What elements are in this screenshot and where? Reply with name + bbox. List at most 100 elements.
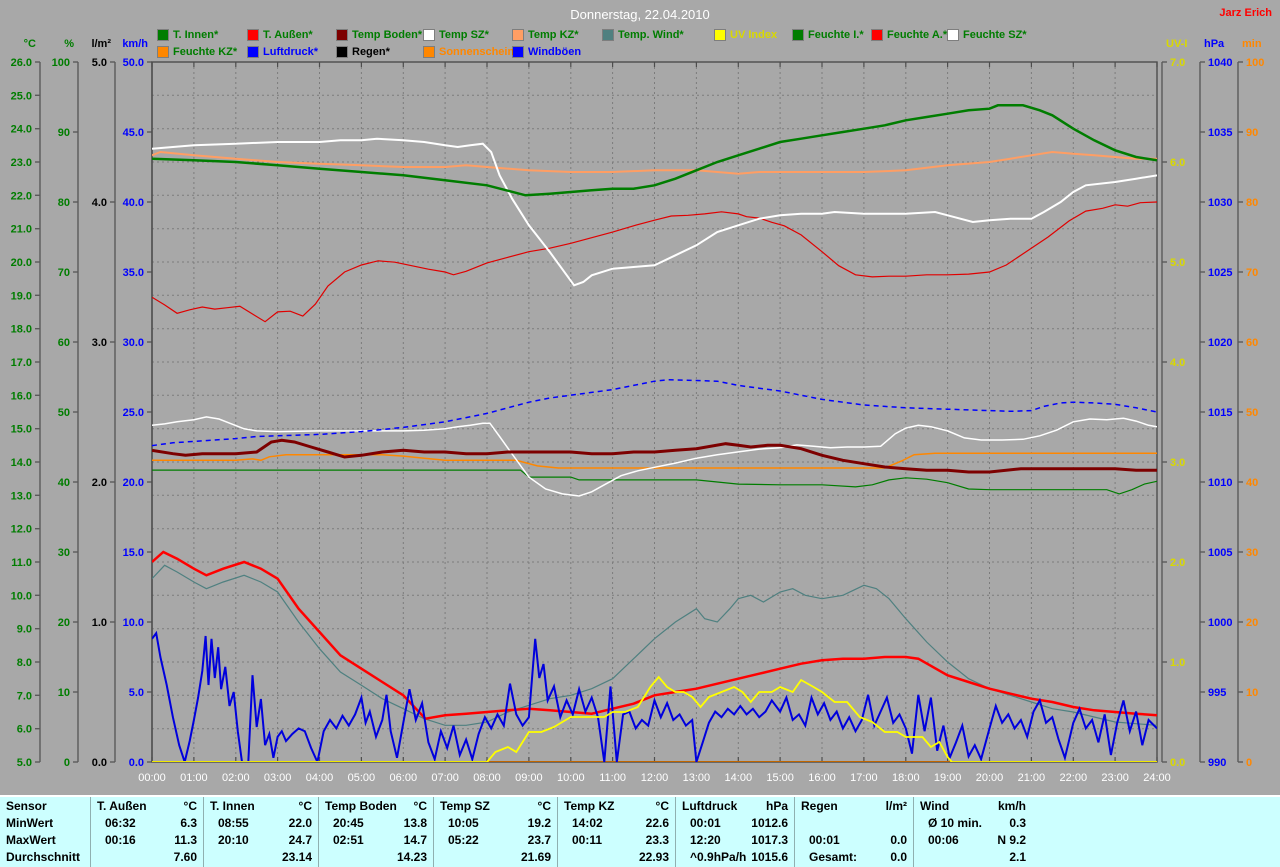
svg-text:30.0: 30.0 [123,337,144,349]
legend-label: Luftdruck* [263,46,318,58]
axis-temp_c: 26.0 25.0 24.0 23.0 22.0 21.0 20.0 19.0 18.0 17.0… [11,57,41,769]
stat-value: 22.0 [288,816,312,830]
svg-text:20.0: 20.0 [11,257,32,269]
svg-text:1000: 1000 [1208,617,1232,629]
svg-text:995: 995 [1208,687,1226,699]
series-feuchte-sz [152,416,1157,497]
stat-value: 19.2 [527,816,551,830]
column-header: Regen l/m² [801,798,907,815]
svg-text:09:00: 09:00 [515,772,543,784]
row-label: MaxWert [6,833,56,847]
legend-label: Feuchte A.* [887,29,948,41]
stat-value: 1012.6 [751,816,788,830]
stat-time [920,849,928,866]
svg-text:0: 0 [64,757,70,769]
svg-text:35.0: 35.0 [123,267,144,279]
svg-text:80: 80 [58,197,70,209]
stat-value: 7.60 [173,850,197,864]
legend-item-t-innen-: T. Innen* [157,29,218,41]
svg-text:15:00: 15:00 [766,772,794,784]
stat-value: 13.8 [403,816,427,830]
table-cell-row: 2.1 [920,849,1026,866]
table-cell-row: Gesamt: 0.0 [801,849,907,866]
column-header: Wind km/h [920,798,1026,815]
axis-wind: 50.0 45.0 40.0 35.0 30.0 25.0 20.0 15.0 10.0 5.0 0… [123,57,153,769]
sensor-unit: °C [183,799,197,813]
axis-unit-hpa: hPa [1204,38,1225,50]
svg-text:0: 0 [1246,757,1252,769]
svg-text:21.0: 21.0 [11,224,32,236]
legend-item-uv-index: UV Index [714,29,778,41]
stat-value: 24.7 [288,833,312,847]
series-temp-sz [152,137,1157,287]
station-name: Jarz Erich [1219,7,1272,19]
series-feuchte-a- [152,201,1157,323]
stat-value: 23.3 [645,833,669,847]
legend-label: Temp KZ* [528,29,579,41]
series-luftdruck [152,379,1157,447]
sensor-name: Temp Boden [325,799,397,813]
svg-text:13.0: 13.0 [11,490,32,502]
svg-text:1015: 1015 [1208,407,1232,419]
table-cell-row: 20:10 24.7 [210,832,312,849]
svg-text:990: 990 [1208,757,1226,769]
stat-time [564,849,572,866]
stat-time: 10:05 [448,816,479,830]
legend-item-t-au-en-: T. Außen* [247,29,313,41]
legend-item-feuchte-i-: Feuchte I.* [792,29,864,41]
legend-item-temp-wind-: Temp. Wind* [602,29,684,41]
legend-label: UV Index [730,29,778,41]
sensor-name: Temp SZ [440,799,490,813]
sensor-unit: °C [655,799,669,813]
axis-uv: 7.0 6.0 5.0 4.0 3.0 2.0 1.0 0.0 [1161,57,1185,769]
stat-value: 14.7 [403,833,427,847]
svg-text:12.0: 12.0 [11,524,32,536]
sensor-name: T. Innen [210,799,255,813]
svg-text:6.0: 6.0 [1170,157,1185,169]
svg-text:20.0: 20.0 [123,477,144,489]
legend-item-regen-: Regen* [336,46,390,58]
table-cell-row [801,815,907,832]
stat-time: 00:16 [105,833,136,847]
svg-text:22:00: 22:00 [1060,772,1088,784]
svg-text:11:00: 11:00 [599,772,626,784]
axis-rain: 5.0 4.0 3.0 2.0 1.0 0.0 [92,57,116,769]
series-windb-en [152,630,1157,762]
x-axis: 00:00 01:00 02:00 03:00 04:00 05:00 06:00 07:00… [138,62,1171,784]
legend-swatch [947,29,959,41]
stat-value: 1017.3 [751,833,788,847]
legend-swatch [247,46,259,58]
svg-text:0.0: 0.0 [1170,757,1185,769]
legend-swatch [792,29,804,41]
series-group [152,104,1157,762]
stat-time: 00:01 [809,833,840,847]
svg-text:10.0: 10.0 [123,617,144,629]
stat-time [210,849,218,866]
table-cell-row: 00:16 11.3 [97,832,197,849]
svg-text:3.0: 3.0 [92,337,107,349]
svg-text:2.0: 2.0 [1170,557,1185,569]
svg-text:2.0: 2.0 [92,477,107,489]
series-temp-wind [152,564,1157,726]
series-temp-kz [152,150,1157,175]
series-feuchte-i- [152,469,1157,495]
table-cell-row: 00:01 0.0 [801,832,907,849]
svg-text:70: 70 [1246,267,1258,279]
stat-value: 0.3 [1009,816,1026,830]
svg-text:6.0: 6.0 [17,724,32,736]
svg-text:16.0: 16.0 [11,390,32,402]
svg-text:01:00: 01:00 [180,772,208,784]
svg-text:5.0: 5.0 [1170,257,1185,269]
stat-time: Ø 10 min. [928,816,983,830]
svg-text:12:00: 12:00 [641,772,669,784]
table-row-labels: Sensor MinWert MaxWert Durchschnitt [0,797,90,867]
legend-label: T. Außen* [263,29,313,41]
legend-label: Temp. Wind* [618,29,684,41]
legend-swatch [336,29,348,41]
svg-text:16:00: 16:00 [808,772,836,784]
table-cell-row: 02:51 14.7 [325,832,427,849]
svg-text:7.0: 7.0 [1170,57,1185,69]
svg-text:50: 50 [1246,407,1258,419]
stat-time: 06:32 [105,816,136,830]
legend-item-feuchte-kz-: Feuchte KZ* [157,46,237,58]
